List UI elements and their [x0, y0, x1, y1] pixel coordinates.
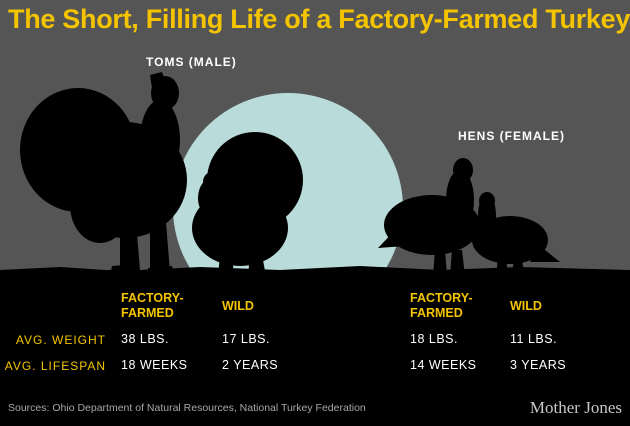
- brand-logo: Mother Jones: [529, 398, 622, 417]
- group-label-hens: HENS (FEMALE): [458, 129, 565, 143]
- source-note: Sources: Ohio Department of Natural Reso…: [8, 402, 366, 414]
- group-label-toms: TOMS (MALE): [146, 55, 237, 69]
- factory-farmed-tom-silhouette: [20, 72, 187, 278]
- chart-title: The Short, Filling Life of a Factory-Far…: [8, 4, 630, 34]
- column-header-toms-factory: FACTORY-FARMED: [121, 291, 184, 320]
- cell-hens-wild-weight: 11 LBS.: [510, 332, 558, 346]
- cell-hens-wild-lifespan: 3 YEARS: [510, 358, 567, 372]
- factory-farmed-hen-silhouette: [378, 158, 480, 276]
- wild-hen-silhouette: [472, 192, 560, 276]
- column-header-toms-wild: WILD: [222, 299, 254, 313]
- row-label-lifespan: AVG. LIFESPAN: [4, 359, 106, 373]
- cell-toms-wild-weight: 17 LBS.: [222, 332, 270, 346]
- wild-tom-silhouette: [192, 132, 303, 276]
- cell-hens-factory-lifespan: 14 WEEKS: [410, 358, 477, 372]
- column-header-hens-factory: FACTORY-FARMED: [410, 291, 473, 320]
- cell-hens-factory-weight: 18 LBS.: [410, 332, 458, 346]
- cell-toms-factory-lifespan: 18 WEEKS: [121, 358, 188, 372]
- row-label-weight: AVG. WEIGHT: [15, 333, 106, 347]
- column-header-hens-wild: WILD: [510, 299, 542, 313]
- cell-toms-factory-weight: 38 LBS.: [121, 332, 169, 346]
- cell-toms-wild-lifespan: 2 YEARS: [222, 358, 279, 372]
- ground-band: [0, 270, 630, 426]
